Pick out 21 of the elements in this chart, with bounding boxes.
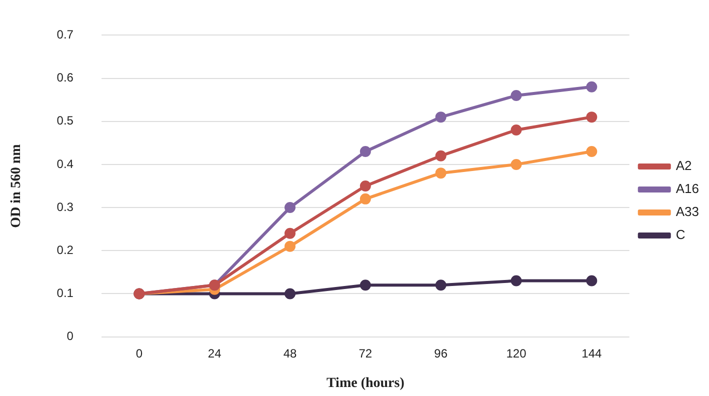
- x-tick-label: 120: [506, 346, 527, 360]
- x-tick-label: 96: [434, 346, 448, 360]
- y-tick-label: 0.2: [56, 242, 74, 257]
- x-tick-label: 48: [283, 346, 298, 360]
- y-tick-label: 0.1: [56, 286, 74, 300]
- y-tick-label: 0.6: [56, 70, 74, 85]
- y-tick-label: 0.5: [56, 114, 74, 128]
- y-tick-label: 0.3: [56, 200, 74, 214]
- x-tick-label: 24: [208, 346, 222, 360]
- x-tick-label: 144: [582, 346, 602, 360]
- y-axis-title: OD in 560 nm: [9, 144, 24, 228]
- legend-label: A33: [676, 204, 700, 220]
- x-axis-title: Time (hours): [326, 376, 405, 392]
- x-tick-label: 0: [136, 346, 143, 360]
- legend-label: A2: [676, 158, 692, 174]
- y-tick-label: 0: [66, 329, 74, 344]
- legend-label: A16: [676, 181, 700, 196]
- y-tick-label: 0.7: [56, 28, 74, 42]
- legend-label: C: [676, 227, 686, 242]
- x-tick-label: 72: [358, 346, 372, 360]
- y-tick-label: 0.4: [56, 156, 74, 171]
